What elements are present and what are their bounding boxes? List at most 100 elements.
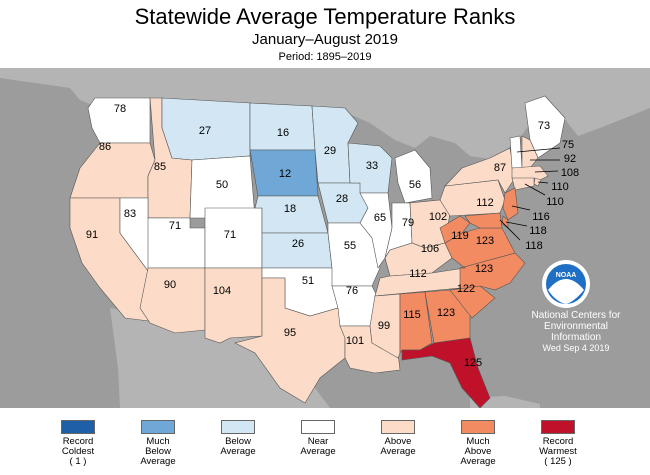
legend-label-line: ( 125 ) <box>544 456 572 467</box>
rank-label-al: 115 <box>403 309 421 321</box>
state-il <box>359 192 393 269</box>
state-va <box>444 227 516 269</box>
legend-swatch <box>141 420 175 434</box>
rank-label-nj: 116 <box>532 211 550 223</box>
rank-label-oh: 102 <box>429 211 447 223</box>
mexico-land <box>110 308 330 408</box>
rank-label-nd: 16 <box>277 127 289 139</box>
northeast-leader-lines <box>499 147 561 241</box>
legend-label-line: Average <box>140 456 176 467</box>
rank-label-nh: 92 <box>564 153 576 165</box>
rank-label-ga: 123 <box>437 307 455 319</box>
legend-swatch <box>221 420 255 434</box>
rank-label-nv: 83 <box>124 208 136 220</box>
legend-label-line: Average <box>300 446 336 457</box>
rank-label-ok: 51 <box>302 275 314 287</box>
legend-label: Record Warmest( 125 ) <box>523 437 593 467</box>
legend-swatch <box>541 420 575 434</box>
leader-line-md <box>499 219 521 241</box>
state-mo <box>327 222 381 287</box>
rank-label-ca: 91 <box>86 229 98 241</box>
rank-label-ct: 110 <box>546 196 564 208</box>
leader-line-ri <box>537 181 549 184</box>
rank-label-mi: 56 <box>409 179 421 191</box>
legend-label: Below Average <box>203 437 273 457</box>
legend-item-above: Above Average <box>363 420 433 457</box>
legend-label: Record Coldest( 1 ) <box>43 437 113 467</box>
legend-label-line: Much <box>146 436 170 447</box>
rank-label-sd: 12 <box>279 168 291 180</box>
legend-item-near: Near Average <box>283 420 353 457</box>
legend-item-much-above: Much Above Average <box>443 420 513 467</box>
rank-label-or: 86 <box>99 141 111 153</box>
rank-label-in: 79 <box>402 217 414 229</box>
state-md <box>464 212 503 229</box>
legend-label-line: Warmest <box>539 446 577 457</box>
rank-label-mn: 29 <box>324 145 336 157</box>
rank-label-wa: 78 <box>114 103 126 115</box>
rank-label-id: 85 <box>154 161 166 173</box>
legend-swatch <box>461 420 495 434</box>
legend-swatch <box>301 420 335 434</box>
state-tx <box>234 277 346 404</box>
map-legend: Record Coldest( 1 ) Much Below Average Below A… <box>0 408 650 475</box>
credit-date: Wed Sep 4 2019 <box>542 343 610 353</box>
leader-line-vt <box>516 147 561 153</box>
rank-label-ia: 28 <box>336 193 348 205</box>
credit-line-3: Information <box>550 332 602 343</box>
legend-swatch <box>381 420 415 434</box>
rank-label-nc: 123 <box>475 263 493 275</box>
rank-label-va: 123 <box>476 235 494 247</box>
map-header: Statewide Average Temperature Ranks Janu… <box>0 0 650 68</box>
legend-label-line: Near <box>307 436 329 447</box>
rank-label-il: 65 <box>374 212 386 224</box>
rank-label-ms: 99 <box>378 320 390 332</box>
map-subtitle: January–August 2019 <box>252 31 398 48</box>
rank-label-ne: 18 <box>284 203 296 215</box>
state-wv <box>439 215 471 244</box>
rank-label-ny: 87 <box>494 162 506 174</box>
legend-item-record-coldest: Record Coldest( 1 ) <box>43 420 113 467</box>
leader-line-de <box>505 221 528 227</box>
credit-line-1: National Centers for <box>531 310 621 321</box>
rank-label-co: 71 <box>224 229 236 241</box>
rank-label-fl: 125 <box>464 357 482 369</box>
map-title: Statewide Average Temperature Ranks <box>134 4 516 29</box>
legend-label-line: Average <box>460 456 496 467</box>
rank-label-md: 118 <box>525 240 543 252</box>
legend-label: Much Below Average <box>123 437 193 467</box>
rank-label-tn: 112 <box>409 268 427 280</box>
legend-label: Near Average <box>283 437 353 457</box>
legend-item-much-below: Much Below Average <box>123 420 193 467</box>
legend-label-line: Record <box>62 436 94 447</box>
state-shapes <box>69 95 566 408</box>
leader-line-ct <box>524 183 546 196</box>
legend-label: Much Above Average <box>443 437 513 467</box>
rank-label-pa: 112 <box>476 197 494 209</box>
rank-label-ri: 110 <box>551 181 569 193</box>
legend-label-line: Average <box>380 446 416 457</box>
rank-label-ar: 76 <box>346 285 358 297</box>
legend-label-line: Below <box>225 436 251 447</box>
legend-label-line: Average <box>220 446 256 457</box>
state-ma <box>511 165 549 181</box>
legend-label: Above Average <box>363 437 433 457</box>
legend-label-line: Below <box>145 446 171 457</box>
state-ga <box>424 289 471 344</box>
rank-label-vt: 75 <box>562 139 574 151</box>
credit-line-2: Environmental <box>544 321 608 332</box>
leader-line-nj <box>511 205 531 211</box>
rank-label-la: 101 <box>346 335 364 347</box>
rank-label-ut: 71 <box>169 220 181 232</box>
state-fl <box>401 337 491 408</box>
rank-label-de: 118 <box>529 225 547 237</box>
rank-label-wi: 33 <box>366 160 378 172</box>
legend-label-line: ( 1 ) <box>69 456 87 467</box>
state-rank-labels: 78 86 85 27 50 91 83 71 71 90 104 16 12 18 26 51 95 29 28 5… <box>86 103 579 369</box>
rank-label-mt: 27 <box>199 125 211 137</box>
state-mi <box>394 149 433 204</box>
rank-label-az: 90 <box>164 279 176 291</box>
legend-label-line: Above <box>384 436 412 447</box>
ncei-credit: National Centers for Environmental Infor… <box>506 310 646 354</box>
rank-label-mo: 55 <box>344 240 356 252</box>
